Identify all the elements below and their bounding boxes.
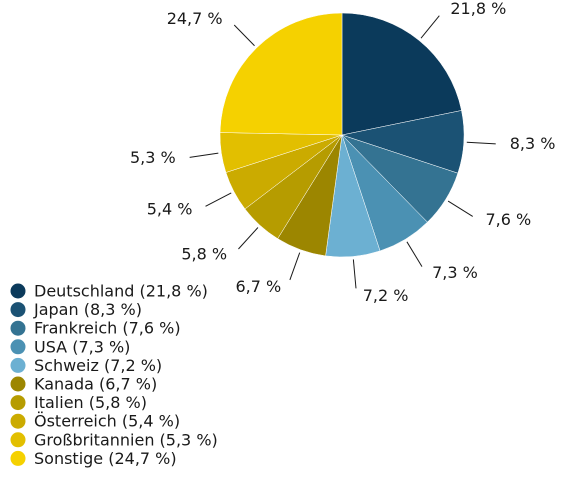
legend-marker [10,357,26,373]
legend-marker [10,413,26,429]
legend-marker [10,376,26,392]
leader-line [205,192,232,207]
legend-label: Kanada (6,7 %) [34,375,157,394]
data-label: 7,2 % [363,286,409,305]
leader-line [238,227,259,250]
legend-label: Schweiz (7,2 %) [34,356,162,375]
legend-label: Großbritannien (5,3 %) [34,430,218,449]
leader-line [406,241,423,267]
pie-slice [219,12,343,136]
leader-line [233,24,255,47]
legend-label: Österreich (5,4 %) [34,412,180,431]
data-label: 8,3 % [510,134,556,153]
data-label: 21,8 % [450,0,506,18]
legend-marker [10,302,26,318]
legend-marker [10,395,26,411]
pie-slice [341,12,462,136]
legend-label: Italien (5,8 %) [34,393,147,412]
data-label: 5,3 % [130,148,176,167]
data-label: 5,4 % [147,200,193,219]
data-label: 24,7 % [167,9,223,28]
leader-line [289,252,301,281]
data-label: 5,8 % [181,244,227,263]
legend-label: Japan (8,3 %) [33,300,142,319]
leader-line [466,141,496,145]
leader-line [352,259,357,289]
leader-line [420,15,440,39]
legend-label: Frankreich (7,6 %) [34,319,181,338]
legend-label: USA (7,3 %) [34,337,130,356]
legend-marker [10,320,26,336]
legend-label: Sonstige (24,7 %) [34,449,177,468]
data-label: 6,7 % [235,277,281,296]
legend-label: Deutschland (21,8 %) [34,282,208,301]
leader-line [447,200,473,217]
legend-marker [10,339,26,355]
data-label: 7,6 % [486,210,532,229]
legend-marker [10,283,26,299]
legend-marker [10,450,26,466]
data-label: 7,3 % [432,263,478,282]
legend-marker [10,432,26,448]
leader-line [189,152,219,158]
